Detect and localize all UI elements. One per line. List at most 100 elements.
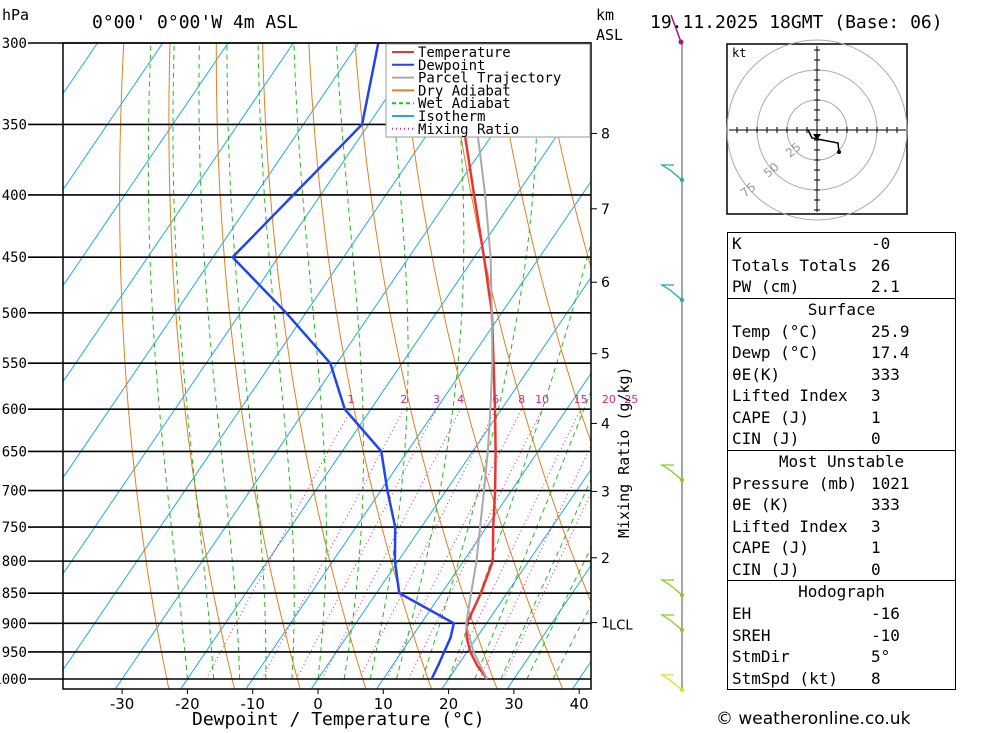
pressure-tick-label: 350 bbox=[2, 117, 27, 133]
x-tick-label: 40 bbox=[570, 695, 589, 713]
lcl-label: LCL bbox=[609, 619, 633, 634]
km-tick-label: 2 bbox=[601, 551, 610, 567]
dry-adiabat-line bbox=[996, 25, 1000, 705]
pressure-tick-label: 550 bbox=[2, 356, 27, 372]
surface-row: CAPE (J) 1 bbox=[728, 407, 955, 429]
x-tick-label: 0 bbox=[313, 695, 323, 713]
legend-label: Isotherm bbox=[418, 109, 485, 125]
most-unstable-title: Most Unstable bbox=[728, 449, 955, 473]
wind-barb-dot bbox=[680, 478, 684, 482]
hodograph-trace bbox=[807, 129, 840, 153]
most-unstable-label: CIN (J) bbox=[732, 559, 800, 579]
legend-label: Dry Adiabat bbox=[418, 83, 511, 99]
dry-adiabat-line bbox=[215, 43, 301, 689]
hodograph-stat-label: StmSpd (kt) bbox=[732, 668, 838, 688]
hodograph-stat-value: -16 bbox=[871, 604, 900, 623]
surface-value: 3 bbox=[871, 386, 881, 405]
wet-adiabat-line bbox=[526, 546, 591, 680]
isotherm-line bbox=[63, 43, 360, 479]
pressure-tick-label: 500 bbox=[2, 306, 27, 322]
totals-value: 26 bbox=[871, 255, 891, 275]
isotherm-line bbox=[310, 276, 591, 689]
dry-adiabat-line bbox=[400, 43, 564, 689]
pressure-tick-label: 750 bbox=[2, 520, 27, 536]
wet-adiabat-line bbox=[395, 43, 465, 680]
mixing-ratio-line bbox=[478, 444, 591, 680]
isotherm-line bbox=[63, 43, 98, 95]
surface-label: CAPE (J) bbox=[732, 407, 810, 427]
wet-adiabat-line bbox=[147, 43, 188, 680]
legend-label: Wet Adiabat bbox=[418, 96, 511, 112]
pressure-tick-label: 1000 bbox=[0, 672, 27, 688]
dry-adiabat-line bbox=[539, 43, 591, 270]
mixing-ratio-label: 8 bbox=[518, 393, 525, 406]
mixing-ratio-line bbox=[261, 408, 405, 680]
mixing-ratio-label: 6 bbox=[492, 393, 499, 406]
wind-barb-dot bbox=[680, 298, 684, 302]
hodograph-stat-value: 5° bbox=[871, 647, 891, 666]
surface-row: Lifted Index 3 bbox=[728, 385, 955, 407]
pressure-tick-label: 950 bbox=[2, 645, 27, 661]
most-unstable-label: Pressure (mb) bbox=[732, 473, 858, 493]
surface-label: CIN (J) bbox=[732, 429, 800, 448]
hodograph-unit-label: kt bbox=[732, 46, 746, 60]
pressure-tick-label: 800 bbox=[2, 554, 27, 570]
x-tick-label: -30 bbox=[110, 695, 135, 713]
hodograph-stat-label: EH bbox=[732, 604, 752, 623]
most-unstable-row: CAPE (J) 1 bbox=[728, 537, 955, 559]
mixing-ratio-label: 20 bbox=[602, 393, 616, 406]
most-unstable-row: Pressure (mb) 1021 bbox=[728, 473, 955, 495]
isotherm-line bbox=[114, 43, 555, 689]
dry-adiabat-line bbox=[119, 43, 170, 689]
isotherm-line bbox=[441, 468, 591, 689]
x-tick-label: -10 bbox=[240, 695, 265, 713]
km-tick-label: 5 bbox=[601, 347, 610, 363]
most-unstable-value: 1 bbox=[871, 538, 881, 557]
dry-adiabat-line bbox=[168, 43, 236, 689]
surface-title: Surface bbox=[728, 297, 955, 321]
wind-barb bbox=[659, 284, 683, 301]
series-parcel-trajectory bbox=[462, 43, 494, 680]
surface-value: 17.4 bbox=[871, 343, 910, 362]
surface-label: Temp (°C) bbox=[732, 321, 819, 341]
most-unstable-value: 1021 bbox=[871, 473, 910, 493]
surface-value: 333 bbox=[871, 364, 900, 384]
mixing-ratio-line bbox=[386, 408, 523, 680]
most-unstable-value: 3 bbox=[871, 516, 881, 536]
km-tick-label: 6 bbox=[601, 275, 610, 291]
mixing-ratio-label: 25 bbox=[624, 393, 638, 406]
km-tick-label: 3 bbox=[601, 484, 610, 500]
wet-adiabat-line bbox=[226, 43, 267, 679]
wet-adiabat-line bbox=[293, 43, 327, 680]
isobar-lines bbox=[28, 42, 591, 680]
surface-row: θE(K) 333 bbox=[728, 364, 955, 386]
copyright-footer: © weatheronline.co.uk bbox=[716, 709, 911, 729]
wind-barb-dot bbox=[680, 688, 684, 692]
hodograph-stat-row: StmDir 5° bbox=[728, 646, 955, 668]
wind-profile-marker bbox=[670, 14, 684, 45]
dry-adiabat-lines bbox=[119, 25, 1000, 705]
most-unstable-label: CAPE (J) bbox=[732, 538, 810, 557]
dry-adiabat-line bbox=[493, 43, 591, 444]
wind-barb-dot bbox=[680, 178, 684, 182]
surface-value: 0 bbox=[871, 429, 881, 448]
wind-barb bbox=[659, 674, 683, 691]
k-value: -0 bbox=[871, 234, 891, 253]
hodograph-stat-label: SREH bbox=[732, 625, 771, 645]
x-tick-label: 30 bbox=[504, 695, 523, 713]
series-dewpoint bbox=[230, 43, 456, 680]
k-label: K bbox=[732, 234, 742, 253]
isotherm-line bbox=[63, 43, 229, 287]
legend-label: Dewpoint bbox=[418, 58, 485, 74]
hodograph-stat-value: -10 bbox=[871, 625, 900, 645]
pw-value: 2.1 bbox=[871, 277, 900, 296]
wind-barb bbox=[659, 579, 683, 596]
legend-label: Temperature bbox=[418, 45, 511, 61]
mixing-ratio-line bbox=[408, 408, 543, 680]
surface-label: θE(K) bbox=[732, 364, 781, 384]
mixing-ratio-label: 10 bbox=[535, 393, 549, 406]
isotherm-line bbox=[63, 43, 294, 383]
wind-barb bbox=[659, 464, 683, 481]
